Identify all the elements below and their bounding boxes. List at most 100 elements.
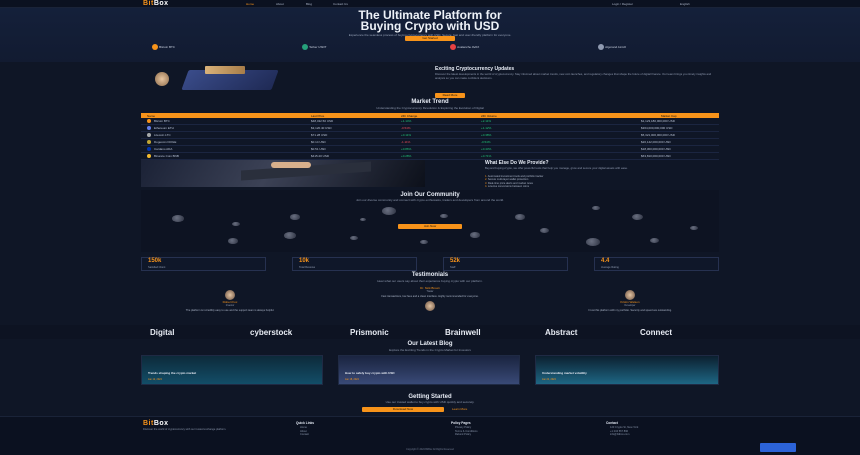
hero-title: The Ultimate Platform for Buying Crypto … xyxy=(358,8,502,33)
coin-volume: +2.11% xyxy=(481,119,492,123)
footer-link[interactable]: Terms & Conditions xyxy=(455,429,478,433)
coin-change: +0.28% xyxy=(401,154,412,158)
community-member-avatar xyxy=(350,236,358,241)
updates-read-more-button[interactable]: Read More xyxy=(435,93,465,98)
hero-section xyxy=(0,8,860,62)
hero-subtitle: Experience the seamless process of buyin… xyxy=(348,33,512,37)
community-member-avatar xyxy=(232,222,240,227)
coin-price: $0.51 USD xyxy=(311,147,326,151)
login-link[interactable]: Login / Register xyxy=(612,1,634,6)
coin-change: +0.86% xyxy=(401,147,412,151)
metric-card: 10k Total Reviews xyxy=(292,257,417,271)
blog-post-title: How to safely buy crypto with USD xyxy=(345,371,395,375)
list-item: 2. Secure multi-layer wallet protection xyxy=(485,178,529,182)
community-member-avatar xyxy=(540,228,549,233)
bitcoin-icon xyxy=(152,44,158,50)
partner-logo: Abstract xyxy=(545,328,578,337)
table-row[interactable]: Dogecoin DOGE $0.14 USD -1.11% -0.54% $20,14… xyxy=(141,139,719,146)
chat-widget-button[interactable] xyxy=(760,443,796,452)
footer-contact-line: 123 Crypto St, New York xyxy=(610,426,639,429)
blog-post-title: Understanding market volatility xyxy=(542,371,587,375)
footer-link[interactable]: About xyxy=(300,429,307,433)
blog-card[interactable]: Understanding market volatility Jan 24, 2… xyxy=(535,355,719,385)
coin-icon xyxy=(147,125,151,130)
footer-policy-title: Policy Pages xyxy=(451,421,471,425)
footer-contact-title: Contact xyxy=(606,421,618,425)
community-member-avatar xyxy=(290,214,300,220)
language-selector[interactable]: English xyxy=(680,1,690,6)
nav-link-home[interactable]: Home xyxy=(246,1,255,6)
market-table-header: Name Last Price 24h Change 24h Volume Ma… xyxy=(141,113,719,118)
coin-volume: -0.54% xyxy=(481,140,491,144)
provide-body: Beyond buying crypto, we offer powerful … xyxy=(485,166,628,170)
coin-market-cap: $364,000,000,000 USD xyxy=(641,126,673,130)
updates-illustration xyxy=(155,66,285,96)
provide-list: 1. Automated investment tools and portfo… xyxy=(485,175,715,189)
top-navbar xyxy=(0,0,860,8)
blog-subtitle: Explore the Exciting Trends in the Crypt… xyxy=(389,348,471,352)
list-item: 1. Automated investment tools and portfo… xyxy=(485,175,544,178)
footer-link[interactable]: Privacy Policy xyxy=(455,426,472,429)
coin-name: Litecoin LTC xyxy=(154,133,171,137)
community-member-avatar xyxy=(586,238,600,246)
partners-bar xyxy=(0,325,860,339)
site-logo[interactable]: BitBox xyxy=(143,0,169,7)
updates-body: Discover the latest developments in the … xyxy=(435,72,712,80)
coin-market-cap: $63,810,000,000 USD xyxy=(641,154,671,158)
coin-price: $48,432.50 USD xyxy=(311,119,334,123)
hero-cta-button[interactable]: Get Started xyxy=(405,36,455,41)
testimonial-card: Dr. Nick Brown Trader Fast transactions,… xyxy=(345,286,515,311)
coin-icon xyxy=(147,132,151,137)
table-row[interactable]: Litecoin LTC $71.28 USD +0.11% +0.38% $5,321… xyxy=(141,132,719,139)
blog-post-date: Jan 18, 2024 xyxy=(345,378,359,381)
list-item: 4. Low-fee conversions between coins xyxy=(485,185,529,189)
download-button[interactable]: Download Now xyxy=(362,407,444,412)
testimonials-title: Testimonials xyxy=(411,272,449,278)
community-join-button[interactable]: Join Now xyxy=(398,224,462,229)
footer-link[interactable]: Refund Policy xyxy=(455,433,472,436)
footer-logo[interactable]: BitBox xyxy=(143,420,169,427)
blog-thumbnail xyxy=(339,356,519,384)
avatar xyxy=(225,290,235,300)
blog-card[interactable]: Trends shaping the crypto market Jan 12, … xyxy=(141,355,323,385)
hero-coin-stat: Bitcoin BTC xyxy=(152,44,252,54)
coin-name: Dogecoin DOGE xyxy=(154,140,177,144)
nav-link-about[interactable]: About xyxy=(276,1,284,6)
footer-contact-line: info@bitbox.com xyxy=(610,433,630,436)
coin-volume: +0.38% xyxy=(481,133,492,137)
blog-card[interactable]: How to safely buy crypto with USD Jan 18,… xyxy=(338,355,520,385)
coin-market-cap: $18,300,000,000 USD xyxy=(641,147,671,151)
table-row[interactable]: Bitcoin BTC $48,432.50 USD +1.14% +2.11% $1,… xyxy=(141,118,719,125)
coin-market-cap: $5,321,000,000,000 USD xyxy=(641,133,675,137)
avalanche-icon xyxy=(450,44,456,50)
table-row[interactable]: Ethereum ETH $3,120.40 USD -0.54% +1.12% $36… xyxy=(141,125,719,132)
partner-logo: Digital xyxy=(150,328,175,337)
footer-link[interactable]: Contact xyxy=(300,433,309,436)
coin-change: -0.54% xyxy=(401,126,411,130)
testimonial-card: Robert Fox Investor The platform is incr… xyxy=(145,290,315,312)
partner-logo: Prismonic xyxy=(350,328,389,337)
partner-logo: Connect xyxy=(640,328,672,337)
metric-card: 52k Staff xyxy=(443,257,568,271)
footer-quick-links: Home About Contact xyxy=(300,426,309,437)
table-row[interactable]: Cardano ADA $0.51 USD +0.86% +0.43% $18,300,… xyxy=(141,146,719,153)
community-member-avatar xyxy=(360,218,366,222)
coin-change: -1.11% xyxy=(401,140,411,144)
learn-more-link[interactable]: Learn More xyxy=(452,407,468,411)
coin-name: Cardano ADA xyxy=(154,147,173,151)
metric-card: 150k Satisfied Client xyxy=(141,257,266,271)
nav-link-contact[interactable]: Contact Us xyxy=(333,1,348,6)
partner-logo: Brainwell xyxy=(445,328,481,337)
footer-link[interactable]: Home xyxy=(300,426,307,429)
nav-link-blog[interactable]: Blog xyxy=(306,1,313,6)
market-title: Market Trend xyxy=(411,99,449,105)
community-member-avatar xyxy=(592,206,600,211)
avatar xyxy=(625,290,635,300)
getting-started-subtitle: Use our trusted wallet to buy crypto wit… xyxy=(385,400,475,404)
coin-market-cap: $20,142,000,000 USD xyxy=(641,140,671,144)
community-member-avatar xyxy=(515,214,525,220)
table-row[interactable]: Binance Coin BNB $415.20 USD +0.28% +0.71% $… xyxy=(141,153,719,160)
footer-contact: 123 Crypto St, New York +1 234 567 890 i… xyxy=(610,426,638,437)
avatar xyxy=(425,301,435,311)
coin-name: Ethereum ETH xyxy=(154,126,174,130)
